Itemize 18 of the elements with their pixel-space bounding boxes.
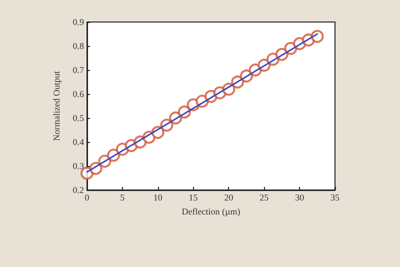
x-tick-label: 10 <box>153 192 163 202</box>
x-tick-label: 20 <box>224 192 234 202</box>
y-tick-label: 0.5 <box>72 113 84 123</box>
x-axis-title: Deflection (µm) <box>182 206 240 216</box>
y-tick-label: 0.9 <box>72 17 84 27</box>
x-tick-label: 30 <box>295 192 305 202</box>
y-tick-label: 0.4 <box>72 137 84 147</box>
x-tick-label: 0 <box>84 192 90 202</box>
y-tick-label: 0.6 <box>72 89 84 99</box>
x-tick-label: 15 <box>188 192 198 202</box>
x-tick-label: 25 <box>260 192 270 202</box>
y-tick-label: 0.3 <box>72 161 84 171</box>
y-axis-title: Normalized Output <box>52 70 62 141</box>
y-tick-label: 0.7 <box>72 65 84 75</box>
x-tick-label: 5 <box>120 192 126 202</box>
y-tick-label: 0.8 <box>72 41 84 51</box>
y-tick-label: 0.2 <box>72 185 84 195</box>
x-tick-label: 35 <box>330 192 340 202</box>
